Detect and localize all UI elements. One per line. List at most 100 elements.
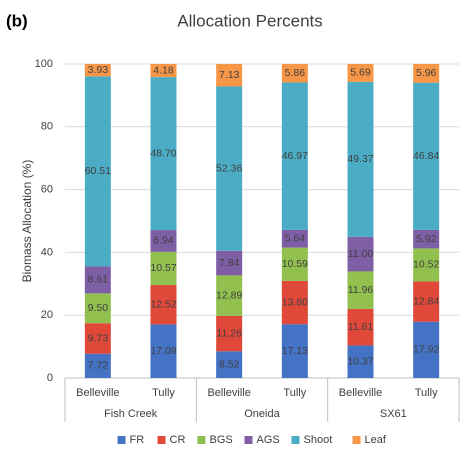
bar-segment — [150, 324, 177, 378]
value-label: 10.37 — [347, 356, 373, 368]
bar-segment — [281, 64, 308, 83]
value-label: 17.92 — [413, 344, 439, 356]
x-tick-label: Tully — [152, 387, 175, 399]
bar-segment — [150, 230, 177, 252]
value-label: 12.52 — [150, 298, 176, 310]
value-label: 3.93 — [88, 64, 109, 76]
panel-label: (b) — [6, 11, 28, 30]
value-label: 17.13 — [282, 345, 308, 357]
bar-segment — [281, 82, 308, 230]
y-tick-label: 80 — [41, 121, 53, 133]
bar-segment — [281, 229, 308, 248]
y-tick-label: 0 — [47, 372, 53, 384]
bar-segment — [281, 324, 308, 378]
group-label: SX61 — [380, 408, 407, 420]
legend-label: AGS — [257, 434, 280, 446]
value-label: 48.70 — [150, 147, 176, 159]
bar-segment — [150, 251, 177, 286]
bar-segment — [150, 77, 177, 231]
value-label: 52.36 — [216, 162, 242, 174]
bar-segment — [413, 321, 440, 378]
legend-label: BGS — [210, 434, 233, 446]
value-label: 10.57 — [150, 262, 176, 274]
chart-title: Allocation Percents — [177, 11, 323, 30]
bar-segment — [84, 323, 111, 354]
bar-segment — [281, 280, 308, 325]
bar-segment — [413, 248, 440, 282]
value-label: 11.61 — [348, 321, 374, 333]
bar-segment — [150, 285, 177, 325]
value-label: 5.64 — [285, 233, 306, 245]
legend-swatch — [352, 436, 361, 444]
value-label: 46.84 — [413, 150, 439, 162]
y-tick-label: 20 — [41, 309, 53, 321]
bar-segment — [347, 308, 374, 346]
bar-segment — [216, 64, 243, 87]
value-label: 11.96 — [348, 284, 374, 296]
legend-swatch — [157, 436, 166, 444]
value-label: 11.26 — [216, 327, 242, 339]
x-tick-label: Belleville — [76, 387, 119, 399]
value-label: 5.92 — [416, 233, 437, 245]
bar-segment — [216, 275, 243, 316]
bar-segment — [347, 271, 374, 309]
value-label: 9.50 — [88, 302, 109, 314]
value-label: 5.86 — [285, 67, 306, 79]
x-tick-label: Belleville — [339, 387, 382, 399]
bar-segment — [216, 86, 243, 251]
bar-segment — [347, 236, 374, 272]
y-tick-label: 100 — [35, 58, 53, 70]
bar-segment — [413, 64, 440, 83]
value-label: 8.61 — [88, 274, 109, 286]
value-label: 60.51 — [85, 165, 111, 177]
value-label: 13.80 — [282, 296, 308, 308]
y-axis-label: Biomass Allocation (%) — [20, 160, 34, 283]
value-label: 8.52 — [219, 358, 240, 370]
value-label: 49.37 — [347, 153, 373, 165]
value-label: 12.84 — [413, 295, 439, 307]
bar-segment — [84, 266, 111, 294]
y-tick-label: 40 — [41, 246, 53, 258]
bar-segment — [84, 293, 111, 324]
bar-segment — [216, 250, 243, 276]
bar-segment — [216, 351, 243, 378]
value-label: 46.97 — [282, 150, 308, 162]
y-tick-label: 60 — [41, 184, 53, 196]
bar-segment — [281, 247, 308, 281]
legend-swatch — [117, 436, 126, 444]
value-label: 7.72 — [88, 360, 109, 372]
x-tick-label: Tully — [415, 387, 438, 399]
value-label: 7.13 — [219, 69, 240, 81]
bar-segment — [413, 281, 440, 322]
legend-label: Leaf — [365, 434, 387, 446]
value-label: 17.09 — [150, 345, 176, 357]
value-label: 7.84 — [219, 257, 240, 269]
bar-segment — [413, 229, 440, 249]
legend-swatch — [197, 436, 206, 444]
legend-label: FR — [130, 434, 145, 446]
value-label: 11.00 — [348, 248, 374, 260]
group-label: Fish Creek — [104, 408, 158, 420]
bar-segment — [84, 353, 111, 378]
value-label: 5.96 — [416, 67, 437, 79]
x-tick-label: Belleville — [207, 387, 250, 399]
bar-segment — [84, 64, 111, 77]
legend-swatch — [244, 436, 253, 444]
bar-segment — [216, 315, 243, 352]
bar-segment — [347, 345, 374, 378]
bar-segment — [347, 64, 374, 82]
legend-label: Shoot — [304, 434, 333, 446]
value-label: 5.69 — [350, 67, 371, 79]
value-label: 12.89 — [216, 289, 242, 301]
value-label: 9.73 — [88, 332, 109, 344]
value-label: 10.52 — [413, 259, 439, 271]
bar-segment — [413, 82, 440, 230]
value-label: 4.18 — [153, 64, 174, 76]
legend-label: CR — [170, 434, 186, 446]
value-label: 10.59 — [282, 258, 308, 270]
legend-swatch — [291, 436, 300, 444]
bar-segment — [84, 76, 111, 267]
x-tick-label: Tully — [283, 387, 306, 399]
value-label: 6.94 — [153, 235, 174, 247]
